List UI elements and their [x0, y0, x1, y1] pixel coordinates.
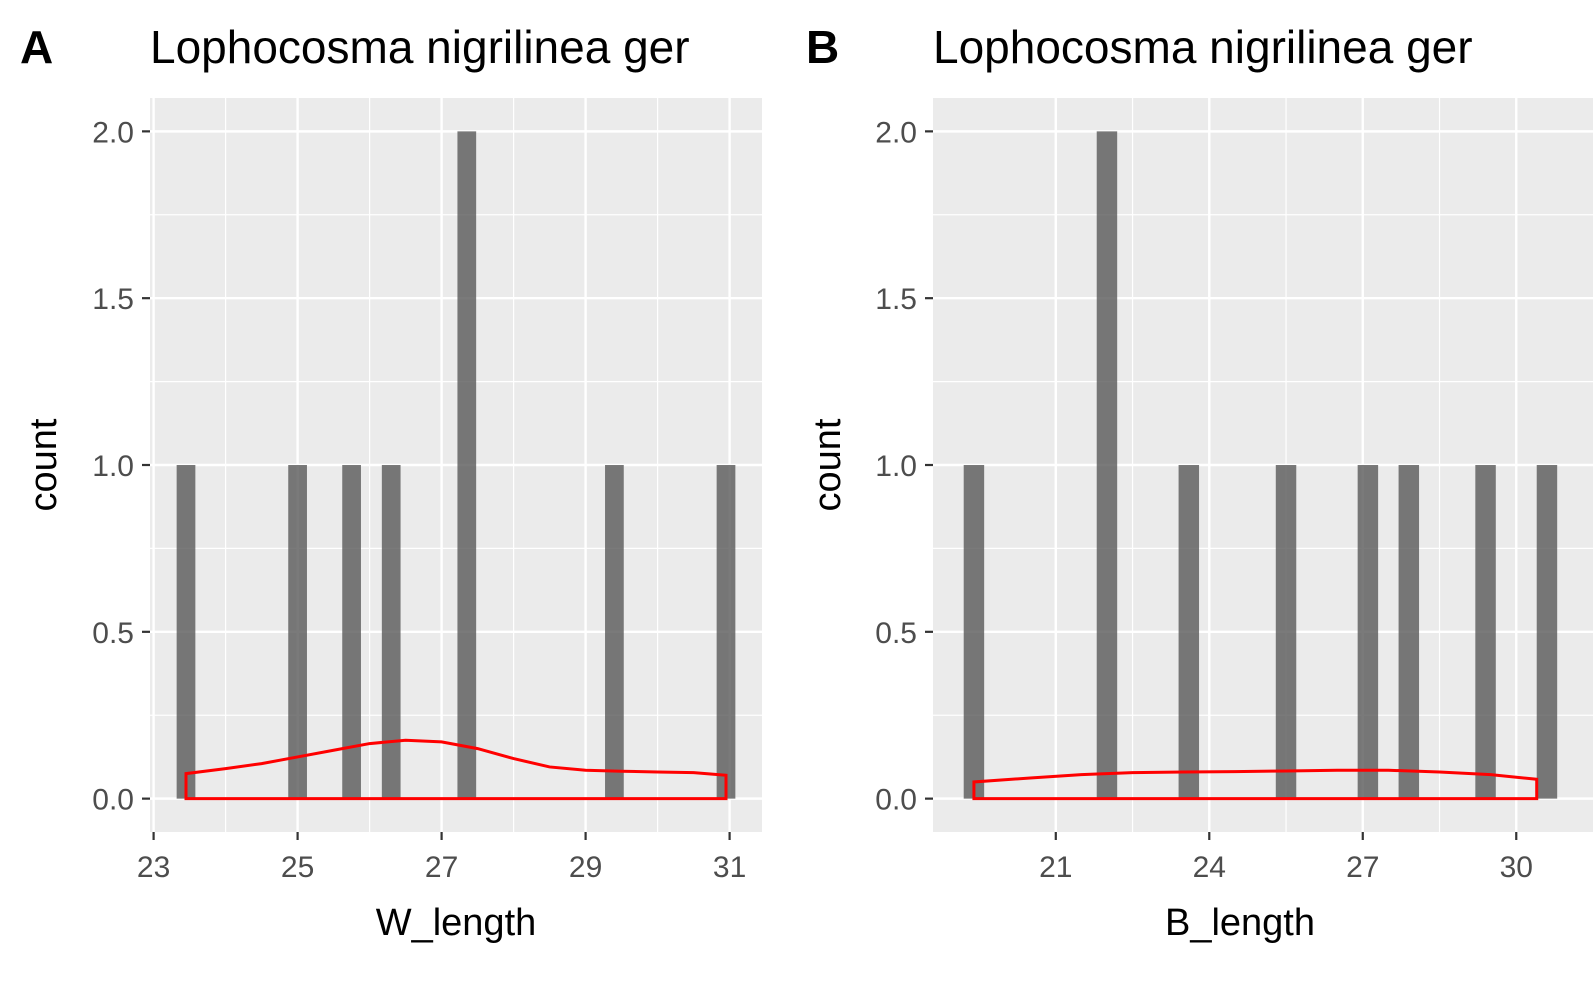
panel-b-y-tick-label: 0.0 — [875, 784, 917, 817]
panel-b-title: Lophocosma nigrilinea ger — [933, 21, 1473, 73]
panel-b-x-tick-label: 30 — [1500, 851, 1533, 884]
panel-a-tag: A — [20, 21, 53, 73]
panel-a-y-tick-label: 0.5 — [92, 617, 134, 650]
panel-b-x-tick-label: 21 — [1039, 851, 1072, 884]
panel-b-y-axis-title: count — [807, 418, 849, 511]
panel-a-bar — [288, 465, 307, 799]
panel-b-y-tick-label: 2.0 — [875, 116, 917, 149]
panel-a-bar — [457, 131, 477, 799]
panel-a-x-tick-label: 27 — [425, 851, 458, 884]
panel-b-bar — [1178, 465, 1200, 799]
panel-b-bar — [1536, 465, 1558, 799]
panel-a-x-tick-label: 31 — [713, 851, 746, 884]
panel-b-y-tick-label: 0.5 — [875, 617, 917, 650]
panel-a-bar — [381, 465, 401, 799]
panel-a-y-tick-label: 1.5 — [92, 283, 134, 316]
panel-b-bar — [1398, 465, 1420, 799]
panel-a-x-tick-label: 29 — [569, 851, 602, 884]
panel-a: A Lophocosma nigrilinea ger 23 25 27 29 31 0.… — [20, 21, 762, 944]
panel-a-bar — [716, 465, 736, 799]
panel-b-x-tick-label: 27 — [1346, 851, 1379, 884]
panel-b-bar — [1096, 131, 1118, 799]
panel-b-bar — [1475, 465, 1496, 799]
panel-a-x-tick-label: 25 — [281, 851, 314, 884]
panel-b-y-tick-label: 1.5 — [875, 283, 917, 316]
panel-a-ticks: 23 25 27 29 31 0.0 0.5 1.0 1.5 2.0 — [92, 116, 746, 884]
panel-a-density-curve — [184, 738, 728, 801]
panel-a-y-axis-title: count — [23, 418, 65, 511]
panel-b-y-tick-label: 1.0 — [875, 450, 917, 483]
panel-b-bars — [963, 131, 1558, 799]
panel-a-bar — [176, 465, 196, 799]
panel-b-bar — [1357, 465, 1379, 799]
panel-a-title: Lophocosma nigrilinea ger — [150, 21, 690, 73]
panel-a-y-tick-label: 1.0 — [92, 450, 134, 483]
panel-a-bar — [342, 465, 361, 799]
panel-a-x-axis-title: W_length — [376, 902, 537, 944]
panel-b-x-tick-label: 24 — [1193, 851, 1226, 884]
panel-b-density-curve — [972, 768, 1539, 801]
panel-b-ticks: 21 24 27 30 0.0 0.5 1.0 1.5 2.0 — [875, 116, 1533, 884]
panel-b-bar — [963, 465, 985, 799]
panel-a-y-tick-label: 2.0 — [92, 116, 134, 149]
panel-a-bar — [605, 465, 624, 799]
panel-a-x-tick-label: 23 — [137, 851, 170, 884]
panel-a-bars — [176, 131, 736, 799]
panel-b-bar — [1275, 465, 1297, 799]
panel-b: B Lophocosma nigrilinea ger 21 24 27 30 0.0 0… — [806, 21, 1593, 944]
panel-a-y-tick-label: 0.0 — [92, 784, 134, 817]
panel-b-x-axis-title: B_length — [1165, 902, 1315, 944]
panel-b-tag: B — [806, 21, 839, 73]
